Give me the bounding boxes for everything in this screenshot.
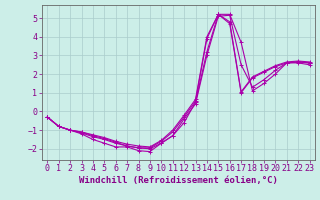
X-axis label: Windchill (Refroidissement éolien,°C): Windchill (Refroidissement éolien,°C) [79, 176, 278, 185]
